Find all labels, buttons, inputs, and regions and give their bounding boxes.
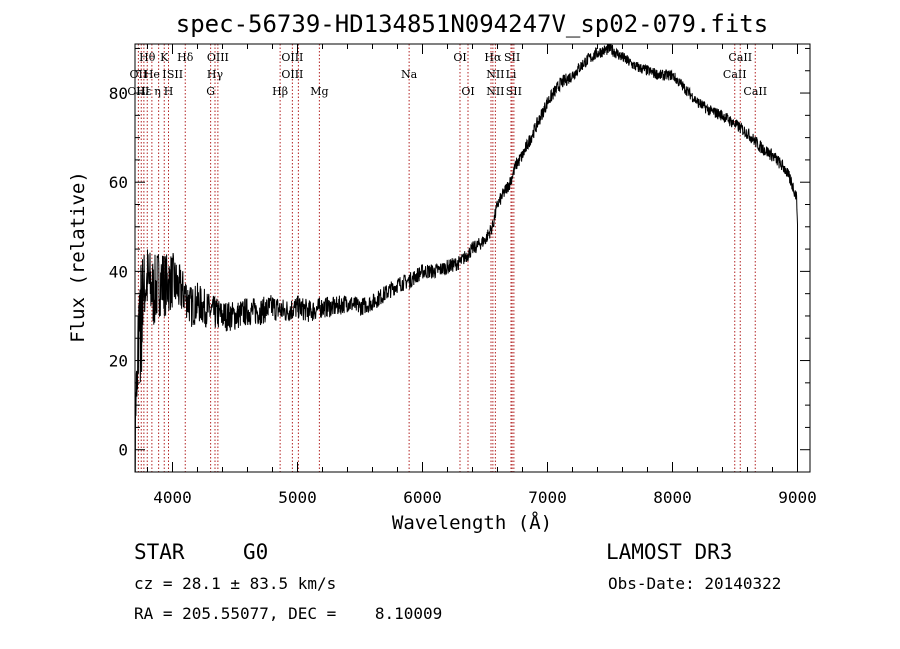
x-axis-label: Wavelength (Å)	[392, 511, 552, 534]
spectral-line-label: NII	[486, 68, 504, 81]
chart-title: spec-56739-HD134851N094247V_sp02-079.fit…	[176, 10, 768, 38]
redshift-info: cz = 28.1 ± 83.5 km/s	[134, 574, 337, 593]
x-tick-label: 5000	[278, 488, 317, 507]
spectral-line-label: Hε	[136, 85, 152, 98]
spectral-line-label: SII	[504, 51, 520, 64]
x-tick-label: 4000	[153, 488, 192, 507]
spectral-line-label: CaII	[728, 51, 752, 64]
spectral-line-label: H	[164, 85, 174, 98]
spectral-line-label: OI	[453, 51, 466, 64]
x-tick-label: 9000	[778, 488, 817, 507]
spectral-line-label: OII	[130, 68, 148, 81]
y-tick-label: 80	[109, 84, 128, 103]
spectral-line-label: Hγ	[207, 68, 224, 81]
spectral-line-label: Na	[401, 68, 418, 81]
spectral-line-label: OIII	[281, 51, 303, 64]
object-type: STAR	[134, 540, 185, 564]
spectrum-line	[134, 43, 798, 473]
spectral-line-label: Hδ	[177, 51, 194, 64]
spectral-line-label: SII	[506, 85, 522, 98]
y-tick-label: 20	[109, 352, 128, 371]
spectral-line-label: Hβ	[272, 85, 288, 98]
spectral-line-label: K	[160, 51, 169, 64]
spectral-line-label: OI	[461, 85, 474, 98]
spectral-line-label: Hα	[484, 51, 502, 64]
y-tick-label: 40	[109, 262, 128, 281]
spectral-line-label: SII	[167, 68, 183, 81]
y-axis-label: Flux (relative)	[67, 171, 89, 343]
y-tick-label: 0	[118, 441, 128, 460]
spectral-line-label: NII	[486, 85, 504, 98]
spectral-line-label: I	[162, 68, 166, 81]
spectral-line-label: Hθ	[139, 51, 156, 64]
survey-name: LAMOST DR3	[606, 540, 733, 564]
coordinates: RA = 205.55077, DEC = 8.10009	[134, 604, 443, 623]
x-tick-label: 8000	[653, 488, 692, 507]
x-tick-label: 6000	[403, 488, 442, 507]
spectral-line-label: η	[154, 85, 161, 98]
object-subclass: G0	[243, 540, 269, 564]
spectral-line-label: He	[144, 68, 160, 81]
obs-date: Obs-Date: 20140322	[608, 574, 782, 593]
spectral-line-label: CaII	[743, 85, 767, 98]
spectral-line-label: Mg	[310, 85, 328, 98]
spectral-line-label: OIII	[127, 85, 149, 98]
spectral-line-label: OIII	[281, 68, 303, 81]
spectral-line-label: OIII	[207, 51, 229, 64]
spectral-line-label: Li	[506, 68, 517, 81]
spectral-line-label: CaII	[723, 68, 747, 81]
x-tick-label: 7000	[528, 488, 567, 507]
y-tick-label: 60	[109, 173, 128, 192]
spectral-line-label: G	[206, 85, 215, 98]
